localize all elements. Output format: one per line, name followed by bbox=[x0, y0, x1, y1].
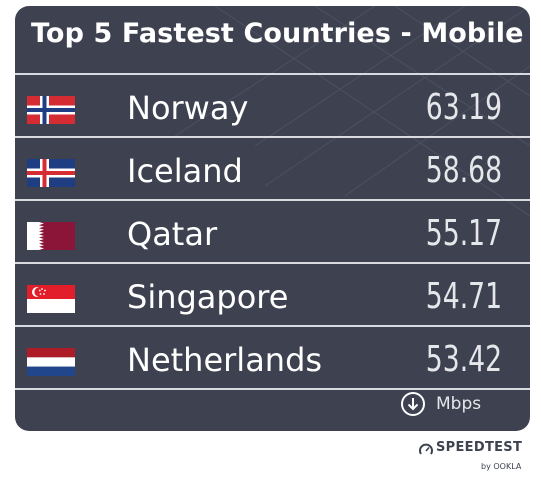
speedtest-logo: SPEEDTEST by OOKLA bbox=[419, 440, 529, 480]
chart-title: Top 5 Fastest Countries - Mobile bbox=[31, 18, 524, 49]
row-divider bbox=[15, 199, 530, 201]
brand-sub: by OOKLA bbox=[481, 462, 522, 471]
qatar-flag-icon bbox=[27, 222, 75, 250]
iceland-flag-icon bbox=[27, 159, 75, 187]
row-divider bbox=[15, 136, 530, 138]
country-row: Iceland 58.68 bbox=[15, 142, 530, 202]
country-name: Norway bbox=[127, 89, 249, 127]
chart-card: Top 5 Fastest Countries - Mobile Norway 6… bbox=[15, 6, 530, 431]
brand-name: SPEEDTEST bbox=[436, 440, 523, 455]
speedometer-icon bbox=[419, 443, 433, 455]
background-pattern bbox=[174, 6, 530, 217]
country-name: Singapore bbox=[127, 278, 289, 316]
speed-value: 53.42 bbox=[425, 339, 502, 380]
unit-legend: Mbps bbox=[400, 391, 481, 417]
country-name: Netherlands bbox=[127, 341, 323, 379]
speed-value: 55.17 bbox=[425, 213, 502, 254]
speed-value: 54.71 bbox=[425, 276, 502, 317]
row-divider bbox=[15, 388, 530, 390]
row-divider bbox=[15, 325, 530, 327]
download-arrow-icon bbox=[401, 392, 425, 416]
unit-label: Mbps bbox=[436, 394, 482, 414]
country-name: Iceland bbox=[127, 152, 243, 190]
speed-value: 58.68 bbox=[425, 150, 502, 191]
country-row: Norway 63.19 bbox=[15, 79, 530, 139]
row-divider bbox=[15, 262, 530, 264]
country-name: Qatar bbox=[127, 215, 218, 253]
country-row: Qatar 55.17 bbox=[15, 205, 530, 265]
country-row: Netherlands 53.42 bbox=[15, 331, 530, 391]
singapore-flag-icon bbox=[27, 285, 75, 313]
row-divider bbox=[15, 73, 530, 75]
norway-flag-icon bbox=[27, 96, 75, 124]
speed-value: 63.19 bbox=[425, 87, 502, 128]
country-row: Singapore 54.71 bbox=[15, 268, 530, 328]
netherlands-flag-icon bbox=[27, 348, 75, 376]
